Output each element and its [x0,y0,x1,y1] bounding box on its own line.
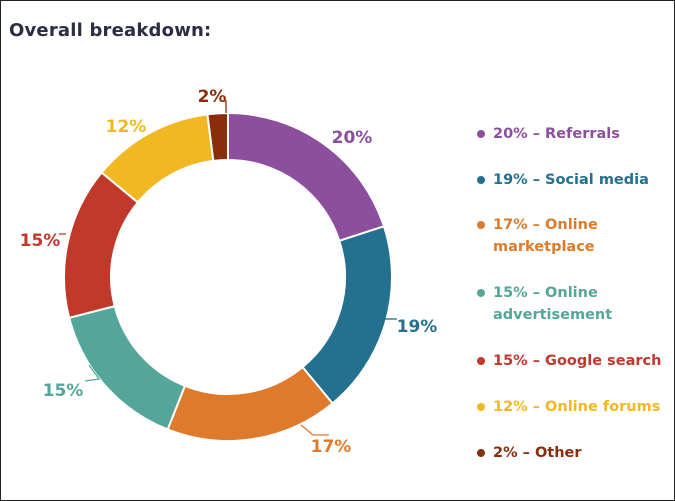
legend-label: 20% – Referrals [493,126,620,142]
legend-marker [477,449,485,457]
legend-label: 2% – Other [493,445,582,461]
leader-line-other [220,100,227,113]
legend-label: 15% – Online advertisement [493,285,613,323]
legend-marker [477,221,485,229]
slice-online-advertisement [67,304,187,431]
legend-item-social-media: 19% – Social media [477,169,673,191]
data-label-online-marketplace: 17% [311,437,352,457]
data-label-social-media: 19% [397,317,438,337]
legend-label: 17% – Online marketplace [493,217,598,255]
leader-line-online-advertisement [84,364,101,382]
legend-item-online-advertisement: 15% – Online advertisement [477,282,673,326]
legend-marker [477,403,485,411]
legend-label: 19% – Social media [493,172,649,188]
slice-social-media [301,225,393,405]
data-label-google-search: 15% [20,231,61,251]
page-title: Overall breakdown: [9,20,212,41]
data-label-referrals: 20% [332,128,373,148]
legend-marker [477,289,485,297]
legend-item-other: 2% – Other [477,442,673,464]
legend-label: 15% – Google search [493,353,662,369]
legend-label: 12% – Online forums [493,399,661,415]
legend-marker [477,357,485,365]
legend-item-google-search: 15% – Google search [477,350,673,372]
legend-item-online-marketplace: 17% – Online marketplace [477,214,673,258]
legend-item-online-forums: 12% – Online forums [477,396,673,418]
data-label-online-forums: 12% [106,117,147,137]
leader-line-online-marketplace [300,424,329,436]
legend-item-referrals: 20% – Referrals [477,123,673,145]
slice-other [206,111,229,163]
legend-marker [477,176,485,184]
legend-marker [477,130,485,138]
data-label-online-advertisement: 15% [43,381,84,401]
data-label-other: 2% [198,87,227,107]
